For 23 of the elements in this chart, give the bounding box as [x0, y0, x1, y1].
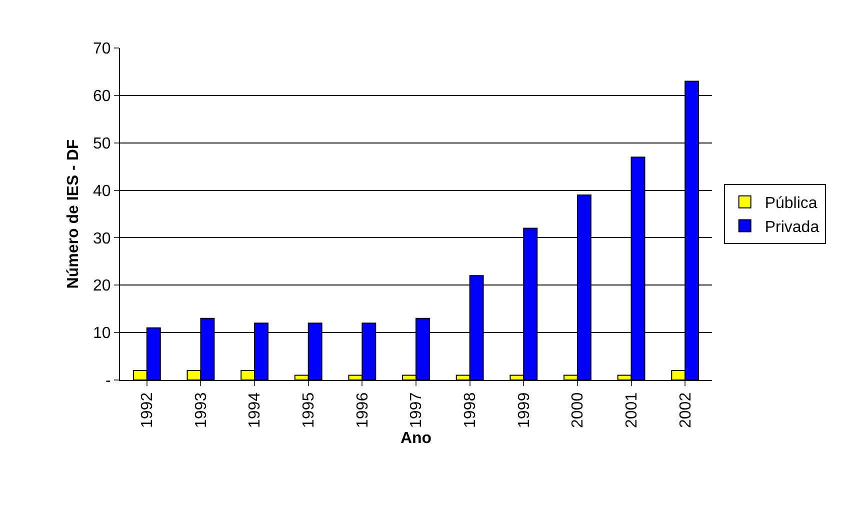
y-tick-label: 70	[93, 40, 111, 58]
legend-label: Privada	[764, 218, 820, 236]
x-tick-label: 2001	[623, 392, 640, 428]
x-tick-label: 1995	[300, 392, 318, 428]
y-tick-label: 50	[93, 135, 111, 152]
x-tick-label: 2000	[570, 392, 587, 428]
legend-label: Pública	[764, 195, 818, 212]
x-tick-label: 1993	[192, 392, 210, 428]
y-axis-title: Número de IES - DF	[65, 139, 82, 289]
x-tick-label: 1999	[516, 392, 533, 428]
x-tick-label: 1994	[246, 392, 264, 428]
x-tick-label: 1992	[139, 392, 156, 428]
y-tick-label: 30	[93, 230, 111, 248]
x-tick-label: 1996	[354, 392, 372, 428]
x-tick-label: 1997	[408, 392, 426, 428]
y-tick-label: 20	[93, 278, 111, 295]
x-tick-label: 2002	[677, 392, 694, 428]
y-tick-label: 60	[93, 88, 111, 106]
y-tick-label: 40	[93, 182, 111, 200]
x-axis-title: Ano	[400, 430, 432, 447]
x-tick-label: 1998	[462, 392, 480, 428]
y-tick-label: -	[105, 372, 111, 390]
y-tick-label: 10	[93, 325, 111, 342]
